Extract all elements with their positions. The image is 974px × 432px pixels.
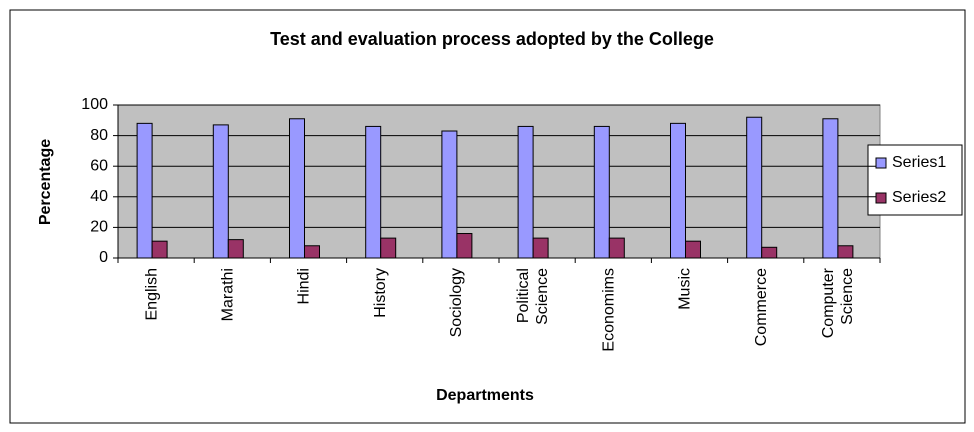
bar — [380, 237, 397, 259]
bar — [746, 116, 763, 259]
x-tick-label: Music — [677, 268, 694, 310]
y-axis-label: Percentage — [37, 139, 54, 225]
x-tick-label: History — [372, 268, 389, 318]
x-tick-label: Sociology — [448, 268, 465, 337]
legend-label: Series2 — [892, 189, 946, 206]
x-tick-label: Commerce — [753, 268, 770, 346]
legend-swatch — [875, 157, 887, 169]
bar — [761, 246, 778, 259]
bar — [136, 122, 153, 259]
bar — [441, 130, 458, 259]
bar — [227, 239, 244, 259]
y-tick-label: 80 — [90, 127, 108, 144]
bar — [822, 118, 839, 259]
plot-area — [117, 104, 881, 259]
x-tick-label: English — [143, 268, 160, 320]
bar — [593, 125, 610, 259]
legend-swatch — [875, 192, 887, 204]
bar — [670, 122, 686, 259]
legend-label: Series1 — [892, 154, 946, 171]
y-tick-label: 100 — [81, 96, 108, 113]
bar — [456, 233, 473, 259]
x-tick-label: Hindi — [296, 268, 313, 304]
bar — [151, 240, 168, 259]
bar — [532, 237, 549, 259]
y-tick-label: 60 — [90, 157, 108, 174]
bar — [608, 237, 625, 259]
y-tick-label: 40 — [90, 188, 108, 205]
x-tick-label: Economims — [601, 268, 618, 352]
x-axis-label: Departments — [436, 387, 534, 404]
bar — [837, 245, 854, 259]
x-tick-label: Marathi — [220, 268, 237, 321]
bar — [289, 118, 305, 259]
x-tick-label: Computer Science — [820, 267, 856, 338]
bar — [685, 240, 701, 259]
x-tick-label: Political Science — [515, 268, 551, 325]
bar — [304, 245, 320, 259]
bar — [365, 125, 382, 259]
bar — [517, 125, 534, 259]
chart-title: Test and evaluation process adopted by t… — [270, 29, 714, 49]
bar — [212, 124, 229, 259]
y-tick-label: 0 — [99, 249, 108, 266]
y-tick-label: 20 — [90, 219, 108, 236]
